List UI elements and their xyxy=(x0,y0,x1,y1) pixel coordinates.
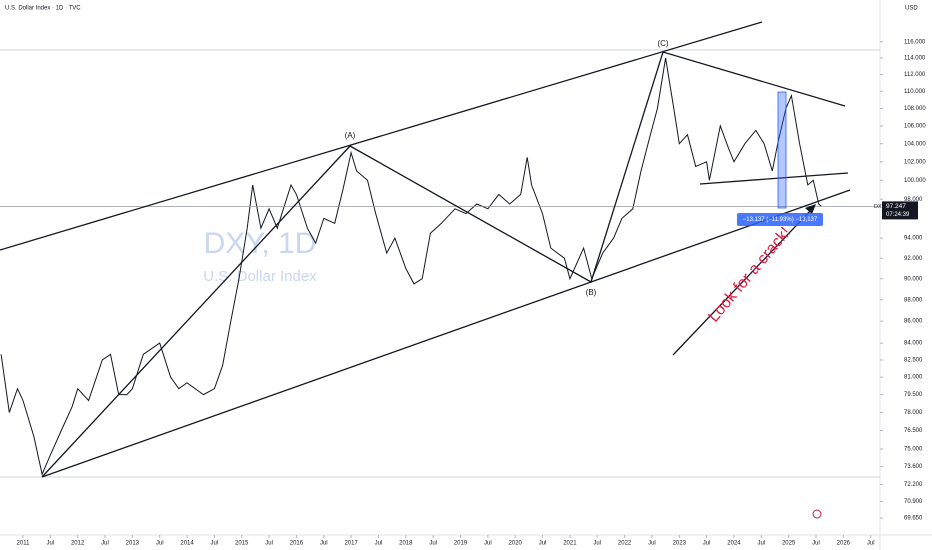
y-tick-label: 81.000 xyxy=(904,375,923,381)
x-tick-label: 2014 xyxy=(180,541,194,547)
last-price-box xyxy=(882,201,918,220)
measure-label-box xyxy=(737,213,823,226)
y-tick-label: 104.000 xyxy=(904,141,926,147)
x-tick-label: 2022 xyxy=(618,541,632,547)
chart-title: U.S. Dollar Index · 1D · TVC xyxy=(5,6,81,12)
wave-label: (A) xyxy=(345,131,356,140)
y-tick-label: 79.500 xyxy=(904,392,923,398)
x-tick-label: 2018 xyxy=(399,541,413,547)
y-tick-label: 78.000 xyxy=(904,410,923,416)
x-tick-label: 2015 xyxy=(235,541,249,547)
y-tick-label: 100.000 xyxy=(904,178,926,184)
y-tick-label: 70.900 xyxy=(904,499,923,505)
x-tick-label: Jul xyxy=(539,541,547,547)
y-tick-label: 72.200 xyxy=(904,482,923,488)
x-tick-label: Jul xyxy=(265,541,273,547)
x-tick-label: 2023 xyxy=(673,541,687,547)
x-tick-label: Jul xyxy=(867,541,875,547)
y-tick-label: 116.000 xyxy=(904,39,926,45)
y-tick-label: 84.000 xyxy=(904,341,923,347)
wave-label: (B) xyxy=(586,288,597,297)
y-tick-label: 94.000 xyxy=(904,236,923,242)
y-tick-label: 82.500 xyxy=(904,358,923,364)
x-tick-label: 2025 xyxy=(782,541,796,547)
x-tick-label: Jul xyxy=(429,541,437,547)
x-tick-label: 2017 xyxy=(344,541,358,547)
x-tick-label: Jul xyxy=(593,541,601,547)
y-tick-label: 88.000 xyxy=(904,297,923,303)
y-tick-label: 112.000 xyxy=(904,72,926,78)
symbol-label: DXY xyxy=(874,204,886,210)
y-tick-label: 110.000 xyxy=(904,89,926,95)
y-tick-label: 98.000 xyxy=(904,197,923,203)
y-tick-label: 76.500 xyxy=(904,428,923,434)
x-tick-label: 2011 xyxy=(17,541,31,547)
x-tick-label: 2021 xyxy=(563,541,577,547)
channel-lower xyxy=(41,189,851,478)
x-tick-label: 2019 xyxy=(454,541,468,547)
y-tick-label: 108.000 xyxy=(904,106,926,112)
x-tick-label: 2024 xyxy=(727,541,741,547)
y-tick-label: 106.000 xyxy=(904,123,926,129)
watermark-description: U.S. Dollar Index xyxy=(203,268,317,285)
countdown: 07:24:39 xyxy=(886,212,910,218)
x-tick-label: Jul xyxy=(46,541,54,547)
x-tick-label: Jul xyxy=(375,541,383,547)
y-tick-label: 92.000 xyxy=(904,256,923,262)
y-tick-label: 75.000 xyxy=(904,447,923,453)
x-tick-label: 2013 xyxy=(126,541,140,547)
x-tick-label: 2026 xyxy=(837,541,851,547)
x-tick-label: Jul xyxy=(703,541,711,547)
y-tick-label: 86.000 xyxy=(904,319,923,325)
x-tick-label: Jul xyxy=(812,541,820,547)
wave-line xyxy=(41,51,846,478)
x-tick-label: Jul xyxy=(484,541,492,547)
y-tick-label: 114.000 xyxy=(904,56,926,62)
drawings xyxy=(0,21,851,478)
channel-upper xyxy=(0,21,763,251)
arrow-head xyxy=(805,204,816,214)
x-tick-label: 2012 xyxy=(71,541,85,547)
x-tick-label: Jul xyxy=(101,541,109,547)
last-price-label: 97.247 xyxy=(886,203,906,210)
x-tick-label: Jul xyxy=(211,541,219,547)
measure-label: −13.137 (−11.93%) −13,137 xyxy=(743,217,818,223)
icon xyxy=(812,509,822,519)
wave-label: (C) xyxy=(657,39,668,48)
triangle-lower xyxy=(699,172,849,185)
y-tick-label: 73.600 xyxy=(904,464,923,470)
x-tick-label: 2020 xyxy=(509,541,523,547)
measure-box xyxy=(777,91,787,209)
x-tick-label: Jul xyxy=(757,541,765,547)
arrow-line xyxy=(672,208,813,356)
x-tick-label: Jul xyxy=(320,541,328,547)
currency: USD xyxy=(905,6,918,12)
y-tick-label: 90.000 xyxy=(904,276,923,282)
y-tick-label: 102.000 xyxy=(904,159,926,165)
x-tick-label: 2016 xyxy=(290,541,304,547)
price-line xyxy=(0,57,822,476)
x-tick-label: Jul xyxy=(156,541,164,547)
x-tick-label: Jul xyxy=(648,541,656,547)
y-tick-label: 69.650 xyxy=(904,516,923,522)
